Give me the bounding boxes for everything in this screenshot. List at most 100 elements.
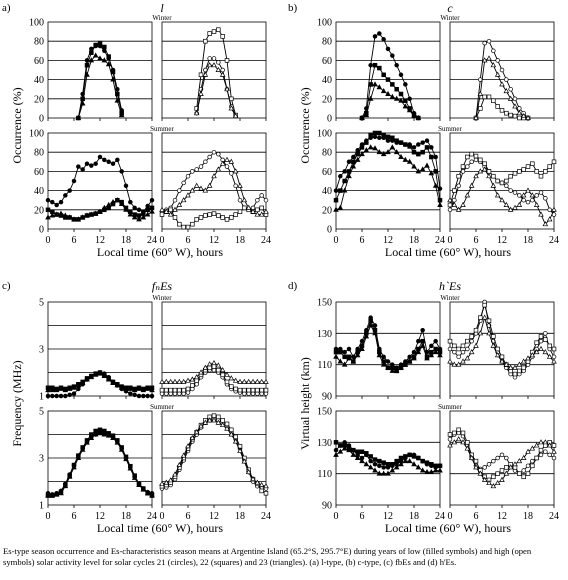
data-point-circle [482,40,487,46]
data-point-square [403,98,408,103]
data-point-circle [207,56,212,61]
data-point-circle [547,452,552,458]
data-point-triangle [245,468,252,475]
data-point-triangle [499,358,505,364]
subplot-summer-high: 0 6 12 18 24 [447,410,559,522]
data-point-triangle [159,206,165,212]
data-point-square [216,367,221,373]
data-point-triangle [163,378,170,384]
data-point-triangle [45,386,51,393]
panel-3: d) h`Es Virtual height (km) Winter 90 110 130 1… [288,279,559,535]
data-point-triangle [241,197,248,203]
y-tick-label: 100 [317,129,332,140]
y-tick-label: 110 [317,469,332,480]
data-point-square [394,458,399,464]
panel-label: d) [288,280,298,292]
data-point-triangle [250,378,256,384]
data-point-square [551,346,557,352]
data-point-triangle [520,358,527,364]
data-point-circle [385,46,391,52]
series-line-circle [161,418,266,489]
data-point-circle [482,465,487,470]
x-tick-label: 12 [497,511,507,522]
data-point-triangle [432,182,439,188]
data-point-circle [538,338,544,344]
data-point-circle [543,331,548,336]
data-point-circle [456,354,461,360]
data-point-circle [351,154,356,160]
data-point-square [491,474,496,480]
data-point-circle [416,142,421,147]
data-point-triangle [507,464,514,470]
data-point-triangle [428,468,435,475]
data-point-square [372,62,378,68]
data-point-triangle [363,461,370,467]
data-point-triangle [88,57,95,63]
data-point-triangle [350,451,357,457]
data-point-square [368,454,373,459]
panel-title: c [447,1,453,15]
subplot-summer-low: 0 6 12 18 24 [333,130,445,246]
data-point-circle [398,72,404,78]
data-point-circle [407,96,412,102]
data-point-square [517,115,522,121]
data-point-circle [499,67,505,73]
data-point-triangle [406,458,413,464]
data-point-circle [517,106,522,111]
data-point-circle [50,393,55,399]
data-point-square [512,113,518,119]
data-point-triangle [101,57,108,63]
data-point-triangle [114,439,121,445]
data-point-circle [486,38,492,44]
data-point-square [424,460,430,465]
data-point-square [145,207,150,213]
data-point-square [452,188,457,193]
data-point-square [224,217,230,222]
data-point-square [93,42,98,48]
data-point-triangle [228,375,235,381]
data-point-triangle [172,206,178,212]
data-point-square [216,213,221,218]
data-point-square [159,212,165,217]
data-point-triangle [224,86,230,92]
subplot-summer-high: 0 6 12 18 24 [447,132,559,246]
data-point-square [429,462,434,467]
data-point-circle [447,207,453,213]
data-point-circle [110,161,116,166]
data-point-circle [141,393,146,399]
data-point-square [478,157,483,163]
data-point-circle [525,199,531,205]
x-tick-label: 24 [147,511,157,522]
data-point-circle [381,465,386,470]
x-tick-label: 24 [435,235,445,246]
data-point-square [242,387,247,393]
data-point-triangle [206,62,213,68]
data-point-triangle [131,214,138,220]
data-point-triangle [215,419,222,425]
x-tick-label: 6 [186,235,191,246]
data-point-square [407,452,412,458]
data-point-triangle [337,448,344,454]
data-point-triangle [140,486,147,492]
y-tick-label: 1 [39,501,44,512]
data-point-triangle [419,166,426,172]
y-tick-label: 100 [317,18,332,29]
data-point-triangle [79,100,86,106]
data-point-square [398,455,404,461]
data-point-square [381,132,386,138]
data-point-triangle [241,378,248,384]
y-tick-label: 0 [327,114,332,125]
data-point-circle [84,161,90,166]
data-point-triangle [486,479,492,486]
data-point-square [207,31,212,36]
data-point-circle [346,159,352,165]
data-point-triangle [402,103,409,109]
data-point-square [377,130,382,136]
data-point-circle [220,67,225,73]
x-tick-label: 18 [523,235,533,246]
data-point-triangle [193,374,200,380]
data-point-triangle [406,158,413,164]
